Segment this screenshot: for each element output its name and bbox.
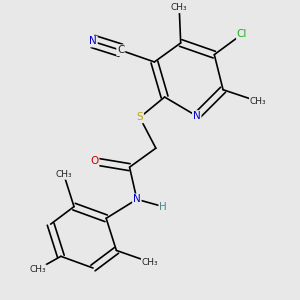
- Text: N: N: [193, 111, 201, 121]
- Text: CH₃: CH₃: [142, 258, 158, 267]
- Text: C: C: [117, 45, 124, 55]
- Text: N: N: [133, 194, 141, 204]
- Text: CH₃: CH₃: [56, 170, 72, 179]
- Text: H: H: [159, 202, 167, 212]
- Text: CH₃: CH₃: [171, 3, 188, 12]
- Text: CH₃: CH₃: [250, 97, 266, 106]
- Text: N: N: [89, 37, 97, 46]
- Text: CH₃: CH₃: [29, 265, 46, 274]
- Text: O: O: [90, 156, 99, 166]
- Text: S: S: [136, 112, 143, 122]
- Text: Cl: Cl: [237, 29, 247, 39]
